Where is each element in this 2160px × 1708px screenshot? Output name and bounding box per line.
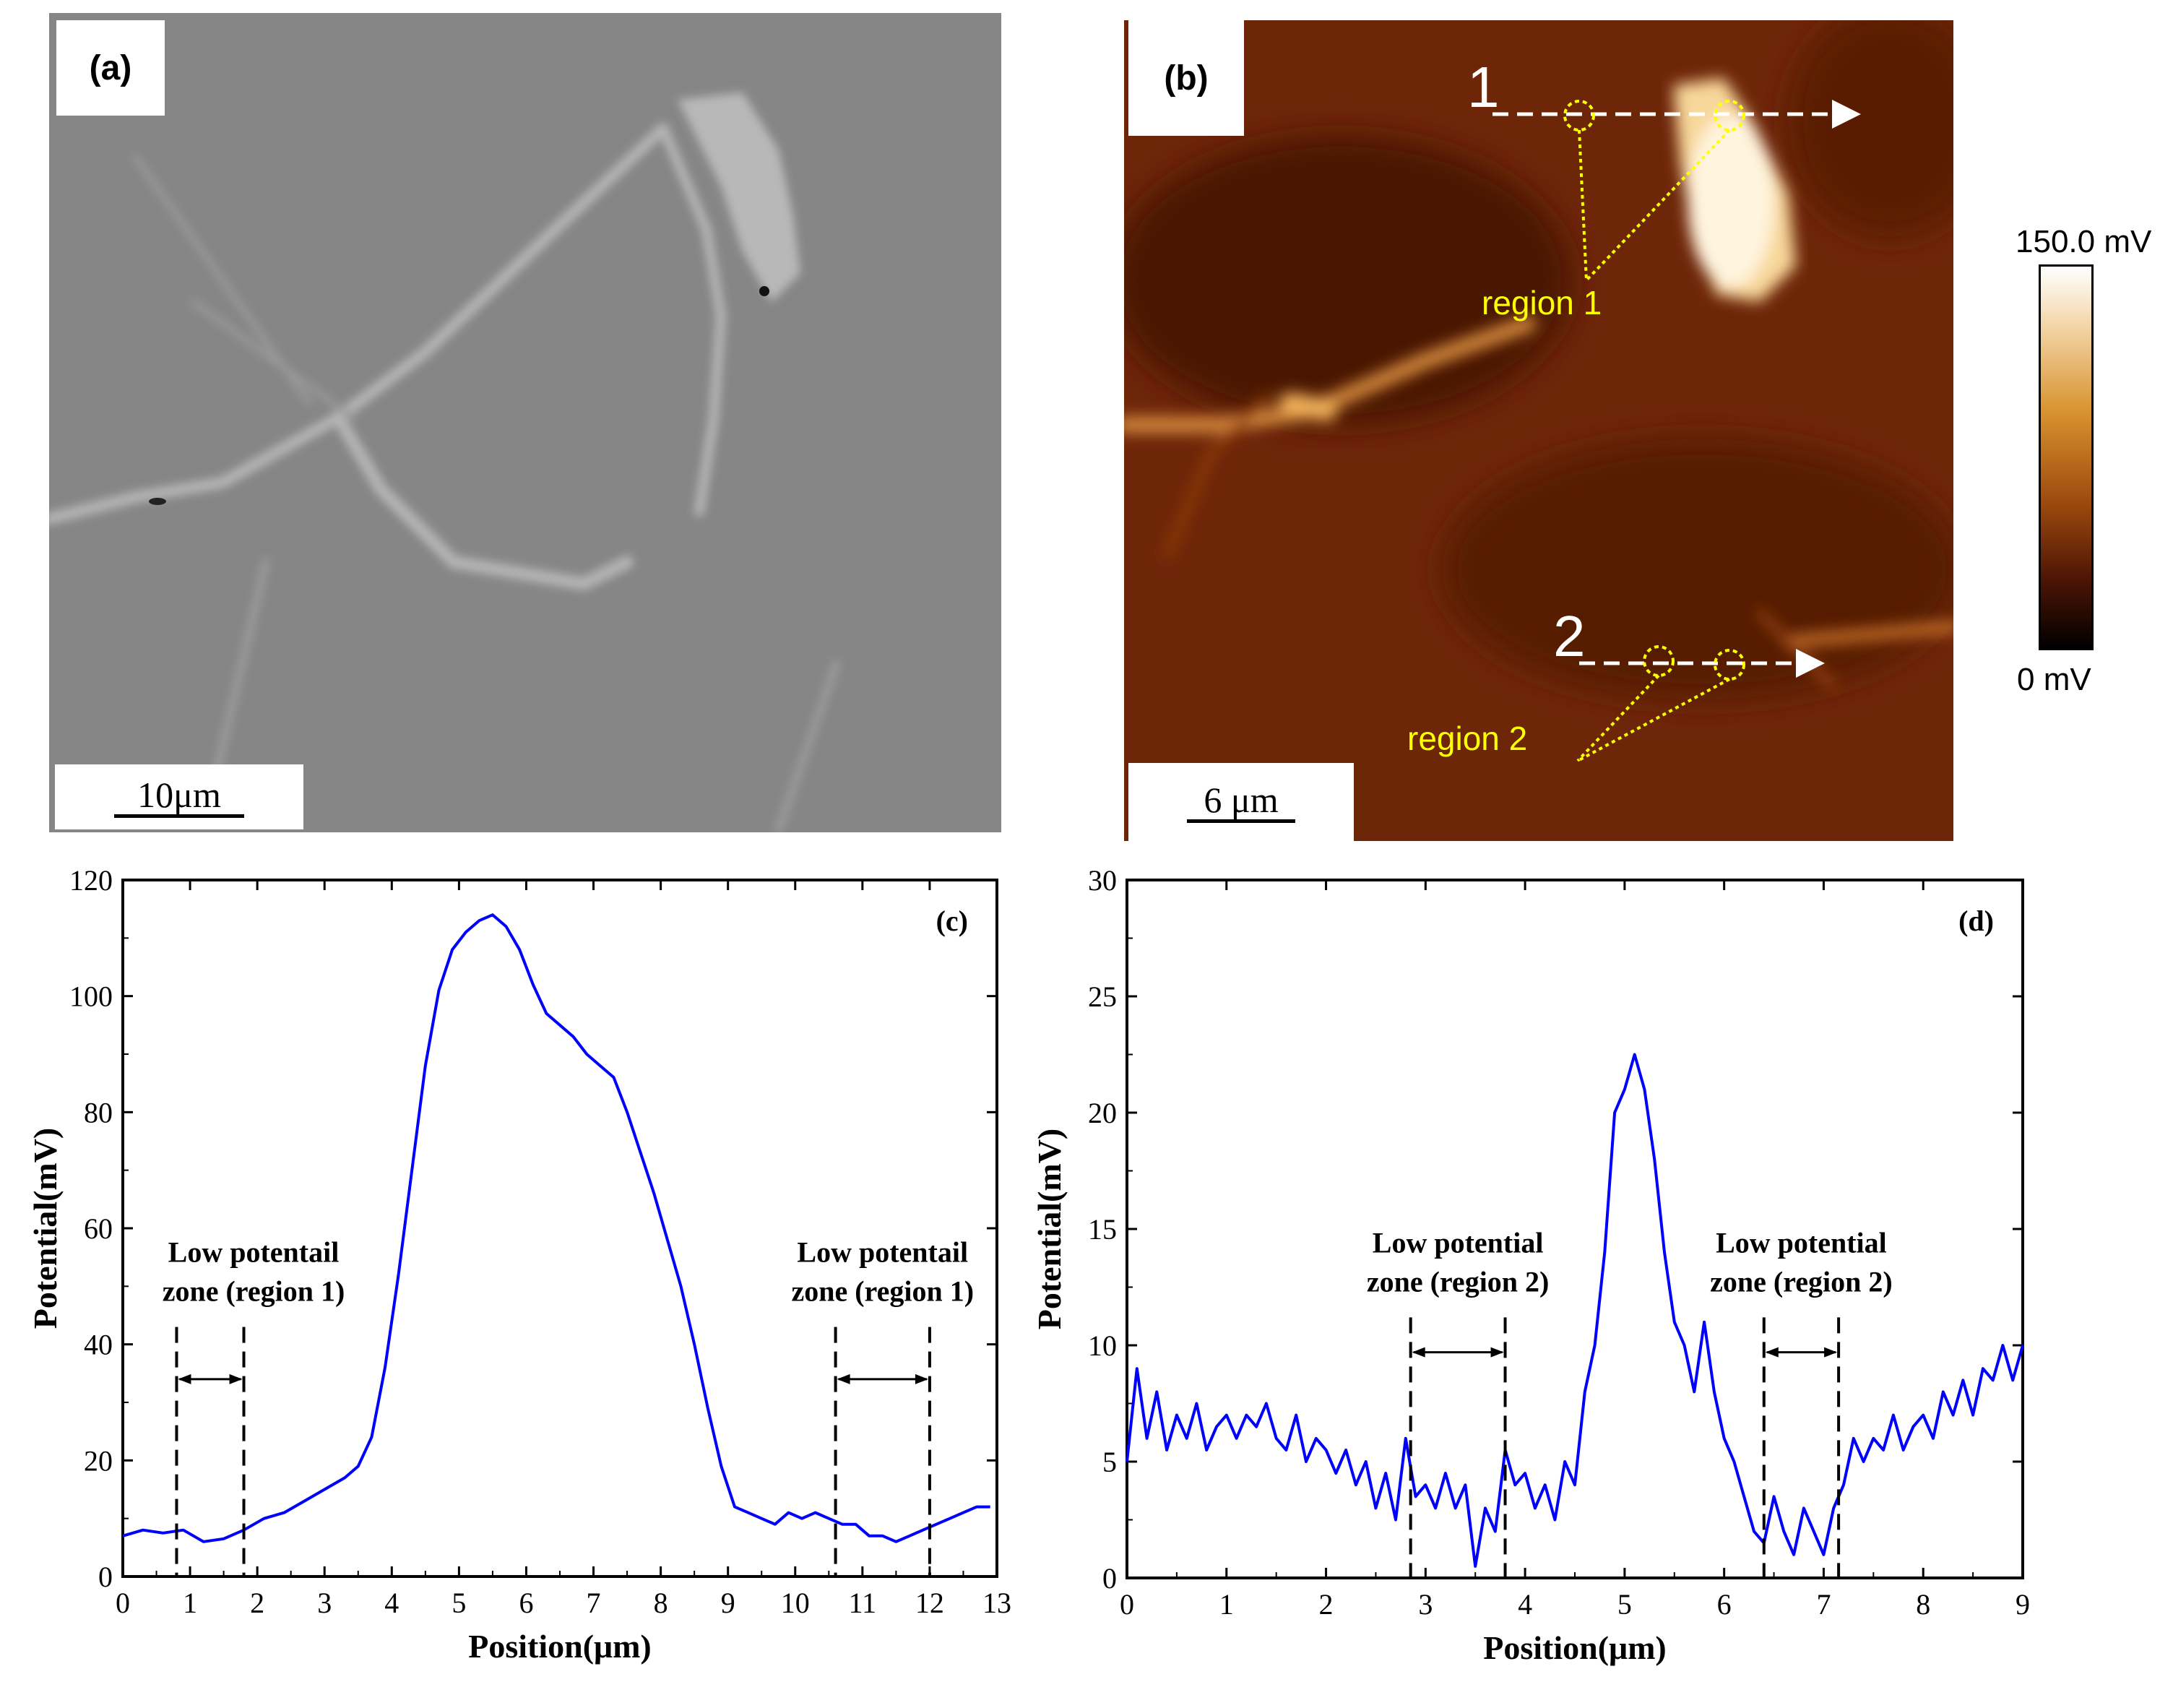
x-tick-label-d: 7 bbox=[1816, 1588, 1831, 1621]
zone-arrowhead-left-c bbox=[229, 1373, 243, 1384]
x-tick-label-c: 2 bbox=[250, 1587, 264, 1619]
panel-a-scalebar-line bbox=[114, 814, 244, 818]
x-tick-label-c: 11 bbox=[849, 1587, 877, 1619]
zone-label-line2-left-c: zone (region 1) bbox=[163, 1275, 345, 1308]
y-tick-label-d: 20 bbox=[1088, 1097, 1117, 1129]
line-chart-d: 0 1 2 3 4 5 6 7 8 9 0 5 10 15 20 25 30 Position(μm) Potent… bbox=[1031, 864, 2030, 1666]
region-1-marker-right bbox=[1714, 100, 1745, 131]
zone-arrowhead-left-d bbox=[1490, 1347, 1504, 1358]
zone-label-line1-left-d: Low potential bbox=[1373, 1226, 1544, 1259]
x-tick-label-c: 8 bbox=[654, 1587, 668, 1619]
y-tick-label-c: 100 bbox=[69, 980, 113, 1013]
y-tick-label-c: 20 bbox=[84, 1444, 113, 1477]
x-tick-label-c: 10 bbox=[781, 1587, 810, 1619]
y-tick-label-d: 5 bbox=[1102, 1446, 1117, 1478]
zone-label-line2-left-d: zone (region 2) bbox=[1367, 1265, 1550, 1298]
panel-b-scalebar-line bbox=[1187, 819, 1295, 823]
x-tick-label-d: 5 bbox=[1617, 1588, 1632, 1621]
y-tick-label-c: 60 bbox=[84, 1212, 113, 1245]
y-tick-label-c: 40 bbox=[84, 1329, 113, 1361]
region-2-text: region 2 bbox=[1407, 720, 1527, 757]
scan-line-2-arrow bbox=[1796, 649, 1825, 678]
x-tick-label-d: 6 bbox=[1717, 1588, 1732, 1621]
zone-arrowhead-right-c bbox=[915, 1373, 928, 1384]
region-2-leader-left bbox=[1576, 674, 1660, 762]
y-tick-label-c: 0 bbox=[98, 1561, 113, 1593]
zone-label-line2-right-c: zone (region 1) bbox=[791, 1275, 974, 1308]
sem-image-panel: (a) 10μm bbox=[49, 13, 1001, 832]
panel-a-scalebar-text: 10μm bbox=[137, 774, 221, 815]
zone-label-line2-right-d: zone (region 2) bbox=[1710, 1265, 1893, 1298]
region-1-marker-left bbox=[1563, 100, 1595, 131]
colorbar-max-label: 150.0 mV bbox=[2016, 224, 2152, 259]
zone-arrowhead-right-c bbox=[837, 1373, 850, 1384]
plot-frame-c bbox=[121, 879, 998, 1578]
potential-map-image bbox=[1124, 20, 1953, 841]
x-tick-label-c: 1 bbox=[183, 1587, 197, 1619]
panel-b-label: (b) bbox=[1128, 20, 1244, 136]
y-tick-label-d: 0 bbox=[1102, 1562, 1117, 1595]
data-line-c bbox=[122, 913, 990, 1543]
zone-arrowhead-left-c bbox=[178, 1373, 191, 1384]
region-2-marker-right bbox=[1714, 649, 1745, 681]
zone-arrowhead-left-d bbox=[1412, 1347, 1425, 1358]
y-tick-label-d: 25 bbox=[1088, 980, 1117, 1013]
x-tick-label-d: 0 bbox=[1120, 1588, 1134, 1621]
line-chart-c: 0 1 2 3 4 5 6 7 8 9 10 11 12 13020406080100120Positio… bbox=[27, 864, 1011, 1665]
sem-image bbox=[49, 13, 1001, 832]
x-tick-label-d: 9 bbox=[2016, 1588, 2030, 1621]
potential-map-annotations: 1 2 region 1 region 2 bbox=[1407, 55, 1861, 762]
panel-tag-d: (d) bbox=[1958, 905, 1994, 937]
region-2-marker-left bbox=[1643, 645, 1675, 677]
x-tick-label-c: 3 bbox=[317, 1587, 332, 1619]
zone-arrowhead-right-d bbox=[1765, 1347, 1779, 1358]
y-tick-label-d: 15 bbox=[1088, 1213, 1117, 1246]
data-line-d bbox=[1126, 1053, 2024, 1568]
x-tick-label-c: 4 bbox=[384, 1587, 399, 1619]
panel-a-scalebar: 10μm bbox=[55, 764, 303, 829]
x-tick-label-c: 7 bbox=[587, 1587, 601, 1619]
y-axis-label-d: Potential(mV) bbox=[1031, 1129, 1068, 1329]
y-tick-label-d: 10 bbox=[1088, 1329, 1117, 1362]
x-tick-label-d: 8 bbox=[1916, 1588, 1930, 1621]
x-tick-label-d: 3 bbox=[1418, 1588, 1433, 1621]
scan-line-1-arrow bbox=[1832, 100, 1861, 129]
x-tick-label-c: 9 bbox=[721, 1587, 735, 1619]
y-tick-label-c: 80 bbox=[84, 1096, 113, 1129]
x-tick-label-d: 2 bbox=[1319, 1588, 1334, 1621]
region-1-text: region 1 bbox=[1482, 284, 1602, 322]
potential-map-panel: 1 2 region 1 region 2 (b) 6 μm bbox=[1124, 20, 1953, 841]
zone-label-line1-right-c: Low potentail bbox=[797, 1236, 968, 1269]
panel-b-scalebar-text: 6 μm bbox=[1204, 779, 1279, 820]
zone-label-line1-right-d: Low potential bbox=[1716, 1226, 1887, 1259]
x-tick-label-c: 12 bbox=[915, 1587, 944, 1619]
x-tick-label-c: 5 bbox=[452, 1587, 466, 1619]
zone-label-line1-left-c: Low potentail bbox=[168, 1236, 340, 1269]
panel-a-label: (a) bbox=[56, 20, 165, 116]
y-tick-label-c: 120 bbox=[69, 864, 113, 897]
scan-line-2-label: 2 bbox=[1553, 604, 1586, 668]
colorbar bbox=[2039, 264, 2094, 650]
region-1-leader-left bbox=[1578, 129, 1588, 281]
y-tick-label-d: 30 bbox=[1088, 864, 1117, 897]
scan-line-1-label: 1 bbox=[1467, 55, 1500, 119]
x-axis-label-c: Position(μm) bbox=[468, 1628, 652, 1665]
x-tick-label-c: 6 bbox=[519, 1587, 533, 1619]
x-tick-label-d: 1 bbox=[1219, 1588, 1234, 1621]
panel-tag-c: (c) bbox=[936, 905, 968, 937]
zone-arrowhead-right-d bbox=[1824, 1347, 1838, 1358]
panel-b-scalebar: 6 μm bbox=[1128, 763, 1354, 841]
region-1-leader-right bbox=[1585, 129, 1731, 282]
region-2-leader-right bbox=[1577, 678, 1730, 762]
x-tick-label-c: 0 bbox=[116, 1587, 130, 1619]
x-tick-label-c: 13 bbox=[982, 1587, 1011, 1619]
x-axis-label-d: Position(μm) bbox=[1483, 1629, 1667, 1666]
y-axis-label-c: Potential(mV) bbox=[27, 1128, 64, 1329]
x-tick-label-d: 4 bbox=[1518, 1588, 1532, 1621]
colorbar-min-label: 0 mV bbox=[2017, 662, 2091, 697]
